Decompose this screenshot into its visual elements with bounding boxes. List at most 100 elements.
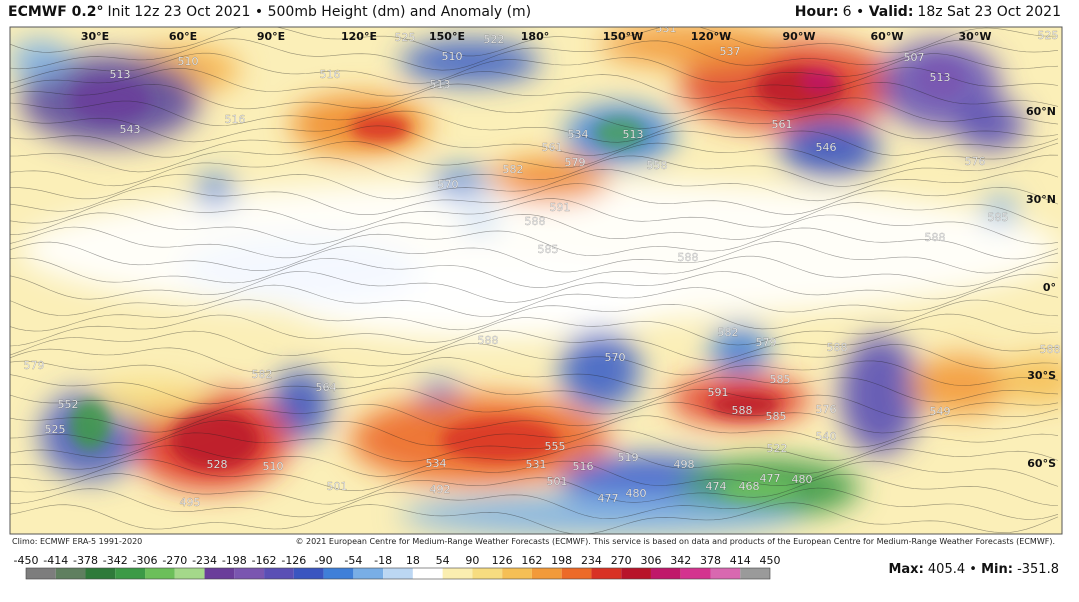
colorbar-tick-label: 198 <box>551 554 572 567</box>
contour-line <box>10 357 1059 390</box>
contour-label: 576 <box>965 155 986 168</box>
colorbar-segment <box>591 568 622 579</box>
colorbar-segment <box>234 568 265 579</box>
contour-label: 579 <box>565 156 586 169</box>
contour-label: 546 <box>816 141 837 154</box>
map-frame <box>9 26 1063 535</box>
contour-label: 582 <box>503 163 524 176</box>
colorbar-tick-label: -198 <box>222 554 247 567</box>
contour-label: 591 <box>550 201 571 214</box>
separator: • <box>969 562 977 577</box>
contour-label: 516 <box>320 68 341 81</box>
max-value: 405.4 <box>927 562 966 577</box>
contour-line <box>10 27 1059 57</box>
anomaly-blob <box>710 325 770 375</box>
contour-label: 531 <box>656 22 677 35</box>
contour-label: 588 <box>925 231 946 244</box>
contour-label: 501 <box>327 480 348 493</box>
colorbar-tick-label: 306 <box>640 554 661 567</box>
contour-label: 516 <box>573 460 594 473</box>
colorbar-tick-label: -54 <box>344 554 362 567</box>
contour-label: 579 <box>756 336 777 349</box>
contour-line <box>10 38 1059 71</box>
colorbar-segment <box>383 568 413 579</box>
contour-label: 507 <box>904 51 925 64</box>
min-label: Min: <box>981 562 1013 577</box>
colorbar-tick-label: -126 <box>281 554 306 567</box>
anomaly-blob <box>400 495 800 534</box>
colorbar-segment <box>115 568 146 579</box>
contour-label: 525 <box>45 423 66 436</box>
colorbar-segment <box>174 568 205 579</box>
hour-label: Hour: <box>794 4 839 20</box>
anomaly-blob <box>1000 355 1062 405</box>
latitude-label: 30°S <box>1027 369 1056 382</box>
valid-time: 18z Sat 23 Oct 2021 <box>917 4 1061 20</box>
contour-line <box>10 52 1059 84</box>
contour-label: 513 <box>110 68 131 81</box>
hour: 6 • <box>842 4 865 20</box>
longitude-label: 120°E <box>341 30 377 43</box>
model-name: ECMWF 0.2° <box>8 4 104 20</box>
max-label: Max: <box>888 562 924 577</box>
anomaly-blob <box>10 40 70 80</box>
colorbar-segment <box>561 568 592 579</box>
contour-line <box>10 429 1059 462</box>
colorbar-segment <box>621 568 651 579</box>
colorbar-tick-label: -342 <box>103 554 128 567</box>
contour-label: 525 <box>395 31 416 44</box>
contour-label: 480 <box>792 473 813 486</box>
contour-label: 576 <box>816 403 837 416</box>
longitude-label: 30°E <box>81 30 109 43</box>
colorbar-segment <box>353 568 384 579</box>
colorbar-segment <box>680 568 711 579</box>
anomaly-core <box>70 400 110 450</box>
contour-label: 501 <box>547 475 568 488</box>
anomaly-blob <box>462 208 498 232</box>
contour-line <box>10 284 1059 317</box>
colorbar-tick-label: -306 <box>133 554 158 567</box>
longitude-label: 180° <box>521 30 549 43</box>
anomaly-blob <box>270 370 330 440</box>
contour-label: 534 <box>568 128 589 141</box>
contour-label: 549 <box>930 405 951 418</box>
longitude-label: 150°W <box>603 30 644 43</box>
header-left: ECMWF 0.2° Init 12z 23 Oct 2021 • 500mb H… <box>8 4 531 20</box>
anomaly-core <box>915 60 965 100</box>
anomaly-blob <box>780 118 880 178</box>
contour-label: 513 <box>623 128 644 141</box>
contour-label: 537 <box>720 45 741 58</box>
colorbar-tick-label: 90 <box>465 554 479 567</box>
anomaly-blob <box>180 235 420 305</box>
contour-label: 588 <box>827 341 848 354</box>
colorbar-segment <box>650 568 681 579</box>
longitude-label: 60°E <box>169 30 197 43</box>
anomaly-blob <box>195 175 235 205</box>
contour-line <box>10 328 1059 361</box>
colorbar-tick-label: -414 <box>43 554 68 567</box>
anomaly-core <box>350 114 410 142</box>
colorbar-tick-label: -450 <box>14 554 39 567</box>
anomaly-core <box>802 68 838 92</box>
contour-line <box>10 140 1059 173</box>
contour-label: 522 <box>484 33 505 46</box>
contour-label: 561 <box>772 118 793 131</box>
contour-line <box>10 67 1059 99</box>
latitude-label: 60°S <box>1027 457 1056 470</box>
contour-line <box>10 313 1059 347</box>
anomaly-core <box>720 478 800 502</box>
contour-label: 513 <box>930 71 951 84</box>
contour-line <box>10 502 1059 534</box>
contour-label: 588 <box>525 215 546 228</box>
colorbar-tick-label: -378 <box>73 554 98 567</box>
anomaly-blob <box>400 40 540 84</box>
anomaly-blob <box>560 330 640 410</box>
contour-label: 516 <box>225 113 246 126</box>
anomaly-core <box>595 118 645 148</box>
colorbar-tick-label: 234 <box>581 554 602 567</box>
contour-line <box>10 154 1059 187</box>
header-right: Hour: 6 • Valid: 18z Sat 23 Oct 2021 <box>795 4 1061 20</box>
contour-label: 588 <box>478 334 499 347</box>
valid-label: Valid: <box>868 4 914 20</box>
